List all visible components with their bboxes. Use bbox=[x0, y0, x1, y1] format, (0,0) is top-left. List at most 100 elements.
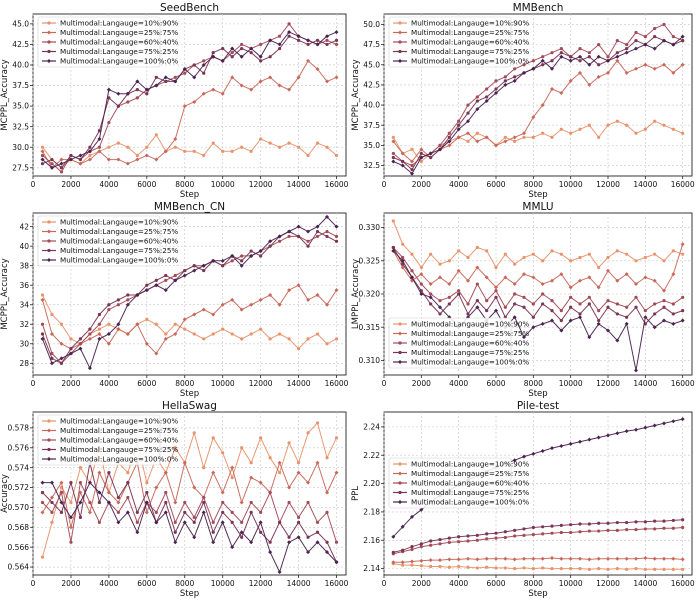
data-point bbox=[183, 327, 187, 331]
data-point bbox=[97, 332, 102, 337]
data-point bbox=[429, 543, 433, 547]
data-point bbox=[653, 119, 657, 123]
data-point bbox=[315, 520, 320, 524]
legend-swatch-marker bbox=[47, 419, 51, 423]
data-point bbox=[447, 557, 452, 562]
data-point bbox=[88, 327, 92, 331]
series-line-1 bbox=[42, 421, 337, 558]
data-point bbox=[221, 510, 225, 514]
data-point bbox=[144, 510, 149, 515]
data-point bbox=[259, 137, 263, 141]
data-point bbox=[681, 518, 685, 522]
data-point bbox=[615, 302, 619, 306]
data-point bbox=[410, 545, 414, 549]
data-point bbox=[578, 278, 582, 283]
legend-label: Multimodal:Langauge=75%:25% bbox=[411, 488, 529, 497]
data-point bbox=[475, 107, 480, 112]
data-point bbox=[494, 87, 498, 91]
data-point bbox=[87, 480, 92, 485]
data-point bbox=[107, 120, 111, 125]
data-point bbox=[550, 318, 554, 323]
data-point bbox=[192, 75, 197, 80]
x-tick-label: 14000 bbox=[633, 180, 657, 189]
data-point bbox=[447, 295, 451, 299]
data-point bbox=[192, 63, 196, 67]
data-point bbox=[182, 520, 187, 525]
data-point bbox=[173, 136, 178, 141]
legend-label: Multimodal:Langauge=60%:40% bbox=[411, 339, 529, 348]
data-point bbox=[662, 288, 666, 293]
x-tick-label: 2000 bbox=[412, 379, 431, 388]
data-point bbox=[78, 466, 83, 470]
data-point bbox=[296, 515, 301, 519]
x-tick-label: 12000 bbox=[596, 379, 620, 388]
data-point bbox=[391, 219, 395, 223]
data-point bbox=[325, 302, 330, 307]
data-point bbox=[662, 519, 666, 523]
data-point bbox=[249, 87, 254, 92]
legend-label: Multimodal:Langauge=25%:75% bbox=[411, 28, 529, 37]
data-point bbox=[135, 79, 140, 84]
data-point bbox=[116, 327, 121, 332]
series-group bbox=[40, 421, 339, 575]
chart-title: MMLU bbox=[522, 201, 553, 213]
data-point bbox=[485, 299, 489, 303]
data-point bbox=[240, 254, 244, 258]
data-point bbox=[87, 366, 92, 371]
data-point bbox=[163, 149, 168, 154]
x-tick-label: 8000 bbox=[175, 579, 194, 588]
legend-swatch-marker bbox=[398, 360, 402, 364]
data-point bbox=[325, 42, 329, 47]
data-point bbox=[419, 564, 423, 568]
data-point bbox=[240, 42, 244, 47]
data-point bbox=[163, 336, 168, 341]
data-point bbox=[249, 500, 253, 505]
data-point bbox=[643, 425, 648, 430]
data-point bbox=[541, 532, 545, 536]
data-point bbox=[116, 500, 121, 505]
legend-label: Multimodal:Langauge=10%:90% bbox=[60, 417, 178, 426]
data-point bbox=[334, 153, 339, 158]
data-point bbox=[258, 249, 263, 254]
data-point bbox=[59, 480, 64, 485]
data-point bbox=[106, 500, 111, 505]
data-point bbox=[596, 556, 601, 561]
data-point bbox=[456, 127, 461, 132]
data-point bbox=[624, 429, 629, 434]
data-point bbox=[531, 567, 535, 571]
data-point bbox=[606, 328, 610, 333]
data-point bbox=[531, 556, 536, 561]
x-tick-label: 2000 bbox=[61, 579, 80, 588]
data-point bbox=[494, 79, 498, 83]
data-point bbox=[306, 500, 310, 505]
data-point bbox=[40, 297, 45, 302]
data-point bbox=[522, 255, 526, 260]
series-line-2 bbox=[392, 59, 684, 163]
data-point bbox=[438, 312, 442, 316]
x-tick-label: 14000 bbox=[287, 579, 311, 588]
data-point bbox=[615, 556, 620, 561]
data-point bbox=[634, 30, 638, 35]
data-point bbox=[475, 533, 479, 537]
data-point bbox=[40, 157, 45, 162]
data-point bbox=[419, 155, 424, 160]
data-point bbox=[230, 253, 235, 258]
series-line-4 bbox=[393, 36, 683, 171]
x-tick-label: 12000 bbox=[596, 180, 620, 189]
data-point bbox=[315, 332, 320, 336]
series-line-5 bbox=[393, 36, 684, 175]
data-point bbox=[221, 500, 225, 505]
data-point bbox=[40, 490, 45, 495]
data-point bbox=[239, 83, 244, 88]
data-point bbox=[447, 131, 451, 135]
series-line-3 bbox=[42, 480, 337, 543]
data-point bbox=[559, 556, 564, 561]
data-point bbox=[296, 470, 301, 475]
x-tick-label: 2000 bbox=[61, 180, 80, 189]
data-point bbox=[249, 540, 254, 545]
data-point bbox=[634, 305, 638, 309]
y-tick-label: 0.576 bbox=[8, 443, 30, 452]
data-point bbox=[125, 161, 130, 166]
data-point bbox=[126, 298, 130, 302]
data-point bbox=[315, 530, 320, 534]
